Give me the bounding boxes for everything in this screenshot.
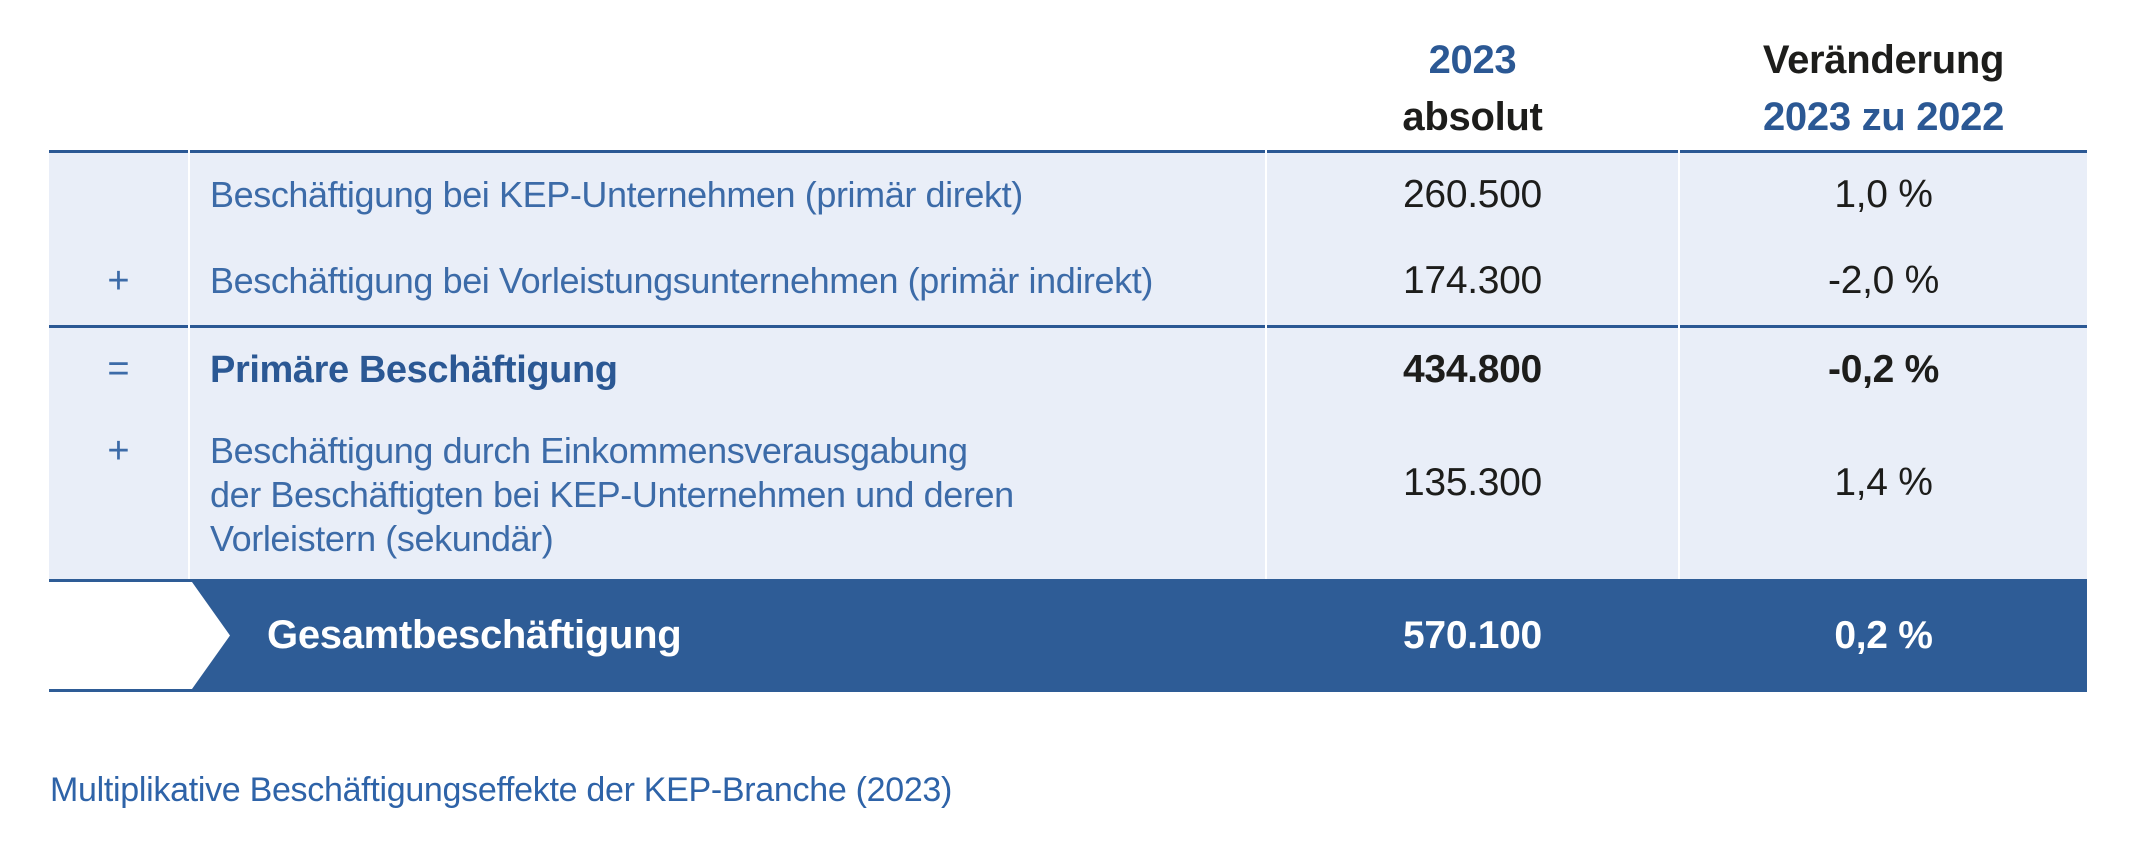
row-label: Beschäftigung bei Vorleistungsunternehme… [190,237,1265,325]
header-year: 2023 [1428,38,1517,82]
total-label: Gesamtbeschäftigung [267,613,682,657]
table-block-primary-components: Beschäftigung bei KEP-Unternehmen (primä… [49,150,2087,325]
total-row-banner: Gesamtbeschäftigung 570.100 0,2 % [49,579,2087,692]
row-value-change: 1,0 % [1680,150,2087,237]
operator-cell: + [49,411,188,579]
operator-cell: = [49,325,188,411]
row-label: Beschäftigung bei KEP-Unternehmen (primä… [190,150,1265,237]
total-value-change: 0,2 % [1834,613,1933,657]
row-value-change: 1,4 % [1680,411,2087,579]
header-change-years: 2023 zu 2022 [1762,95,2005,139]
header-absolut-label: absolut [1402,95,1543,139]
row-value-absolut: 135.300 [1267,411,1678,579]
total-value-absolut: 570.100 [1403,613,1542,657]
header-change-label: Veränderung [1762,38,2005,82]
row-value-change: -0,2 % [1680,325,2087,411]
column-header-change: Veränderung 2023 zu 2022 [1680,32,2087,146]
row-value-absolut: 260.500 [1267,150,1678,237]
row-value-absolut: 174.300 [1267,237,1678,325]
row-value-absolut: 434.800 [1267,325,1678,411]
row-label: Primäre Beschäftigung [190,325,1265,411]
arrow-notch-icon [49,582,230,689]
figure-caption: Multiplikative Beschäftigungseffekte der… [50,771,953,809]
operator-cell [49,150,188,237]
column-header-absolut: 2023 absolut [1267,32,1678,146]
row-label: Beschäftigung durch Einkommensverausgabu… [190,411,1265,579]
table-block-primary-sum-secondary: = Primäre Beschäftigung 434.800 -0,2 % +… [49,325,2087,579]
row-value-change: -2,0 % [1680,237,2087,325]
operator-cell: + [49,237,188,325]
